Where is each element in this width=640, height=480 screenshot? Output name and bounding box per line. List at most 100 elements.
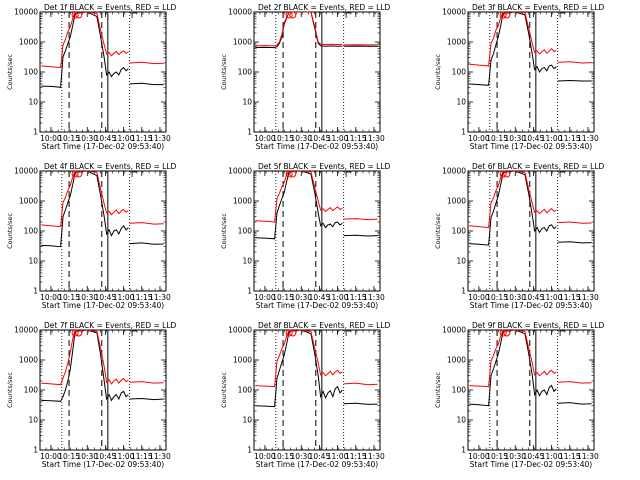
panel-title: Det 6f BLACK = Events, RED = LLD: [472, 162, 605, 171]
y-axis-label: Counts/sec: [220, 372, 228, 408]
y-tick-label: 100: [238, 227, 253, 236]
y-tick-label: 10: [456, 257, 466, 266]
y-axis-label: Counts/sec: [220, 54, 228, 90]
detector-panel-4: 11010010001000010:0010:1510:3010:4511:00…: [2, 159, 216, 318]
lld-series-line: [41, 12, 128, 68]
events-series-line: [130, 83, 164, 84]
y-tick-label: 1000: [233, 38, 252, 47]
events-series-line: [558, 242, 592, 243]
lld-series-line: [469, 330, 556, 387]
y-tick-label: 1: [33, 287, 38, 296]
y-tick-label: 1000: [233, 356, 252, 365]
y-tick-label: 10000: [442, 167, 466, 176]
y-tick-label: 1000: [447, 38, 466, 47]
x-axis-label: Start Time (17-Dec-02 09:53:40): [42, 460, 164, 469]
plot-frame: [40, 12, 166, 132]
lld-series-line: [41, 171, 128, 227]
corner-bracket: [560, 331, 565, 336]
plot-frame: [40, 330, 166, 450]
plot-frame: [254, 330, 380, 450]
plot-frame: [468, 330, 594, 450]
lld-series-line: [344, 383, 378, 385]
plot-area: [469, 12, 591, 132]
lld-series-line: [255, 12, 342, 46]
y-tick-label: 1000: [19, 197, 38, 206]
events-series-line: [469, 12, 556, 85]
y-axis-label: Counts/sec: [434, 213, 442, 249]
corner-bracket: [560, 172, 565, 177]
lld-series-line: [41, 330, 128, 385]
events-series-line: [255, 171, 342, 239]
y-tick-label: 1: [461, 287, 466, 296]
y-tick-label: 1000: [19, 356, 38, 365]
plot-frame: [254, 171, 380, 291]
events-series-line: [558, 403, 592, 405]
y-tick-label: 100: [24, 227, 39, 236]
plot-frame: [468, 171, 594, 291]
detector-panel-1: 11010010001000010:0010:1510:3010:4511:00…: [2, 0, 216, 159]
lld-series-line: [558, 222, 592, 223]
y-axis-label: Counts/sec: [220, 213, 228, 249]
plot-area: [469, 330, 591, 450]
lld-series-line: [469, 12, 556, 66]
y-axis-label: Counts/sec: [434, 54, 442, 90]
y-tick-label: 10: [456, 98, 466, 107]
lld-series-line: [255, 330, 342, 387]
events-series-line: [469, 330, 556, 406]
events-series-line: [41, 171, 128, 247]
y-tick-label: 100: [238, 386, 253, 395]
y-tick-label: 1: [247, 446, 252, 455]
x-axis-label: Start Time (17-Dec-02 09:53:40): [256, 142, 378, 151]
lld-series-line: [130, 62, 164, 63]
panel-title: Det 7f BLACK = Events, RED = LLD: [44, 321, 177, 330]
y-tick-label: 1: [33, 446, 38, 455]
plot-area: [41, 12, 163, 132]
panel-title: Det 2f BLACK = Events, RED = LLD: [258, 3, 391, 12]
x-axis-label: Start Time (17-Dec-02 09:53:40): [42, 301, 164, 310]
events-series-line: [558, 81, 592, 82]
detector-panel-6: 11010010001000010:0010:1510:3010:4511:00…: [430, 159, 640, 318]
detector-panel-2: 11010010001000010:0010:1510:3010:4511:00…: [216, 0, 430, 159]
lld-series-line: [255, 171, 342, 222]
events-series-line: [41, 330, 128, 401]
events-series-line: [255, 330, 342, 407]
y-tick-label: 10000: [228, 8, 252, 17]
y-tick-label: 10: [28, 98, 38, 107]
detector-panel-8: 11010010001000010:0010:1510:3010:4511:00…: [216, 318, 430, 477]
corner-bracket: [346, 172, 351, 177]
detector-panel-9: 11010010001000010:0010:1510:3010:4511:00…: [430, 318, 640, 477]
x-axis-label: Start Time (17-Dec-02 09:53:40): [42, 142, 164, 151]
y-tick-label: 10000: [442, 326, 466, 335]
y-tick-label: 1: [33, 128, 38, 137]
x-axis-label: Start Time (17-Dec-02 09:53:40): [470, 301, 592, 310]
lld-series-line: [130, 382, 164, 384]
saturation-circle: [290, 12, 296, 18]
y-tick-label: 1: [247, 287, 252, 296]
y-tick-label: 1000: [19, 38, 38, 47]
y-axis-label: Counts/sec: [6, 372, 14, 408]
x-axis-label: Start Time (17-Dec-02 09:53:40): [256, 301, 378, 310]
y-tick-label: 100: [452, 227, 467, 236]
x-axis-label: Start Time (17-Dec-02 09:53:40): [256, 460, 378, 469]
plot-area: [255, 171, 377, 291]
events-series-line: [41, 12, 128, 87]
y-axis-label: Counts/sec: [6, 213, 14, 249]
plot-area: [255, 330, 377, 450]
y-tick-label: 100: [452, 68, 467, 77]
y-tick-label: 10: [28, 416, 38, 425]
y-axis-label: Counts/sec: [6, 54, 14, 90]
lld-series-line: [344, 219, 378, 220]
y-tick-label: 1000: [447, 197, 466, 206]
lld-series-line: [558, 62, 592, 63]
y-tick-label: 10000: [228, 326, 252, 335]
detector-panel-7: 1 10 100 1000 10000 10:0010:1510:3010:4511:00…: [2, 318, 216, 477]
y-tick-label: 10000: [228, 167, 252, 176]
y-tick-label: 1000: [447, 356, 466, 365]
y-axis-label: Counts/sec: [434, 372, 442, 408]
plot-area: [255, 12, 377, 132]
events-series-line: [130, 243, 164, 244]
y-tick-label: 1: [461, 446, 466, 455]
y-tick-label: 100: [238, 68, 253, 77]
events-series-line: [255, 12, 342, 48]
x-axis-label: Start Time (17-Dec-02 09:53:40): [470, 142, 592, 151]
